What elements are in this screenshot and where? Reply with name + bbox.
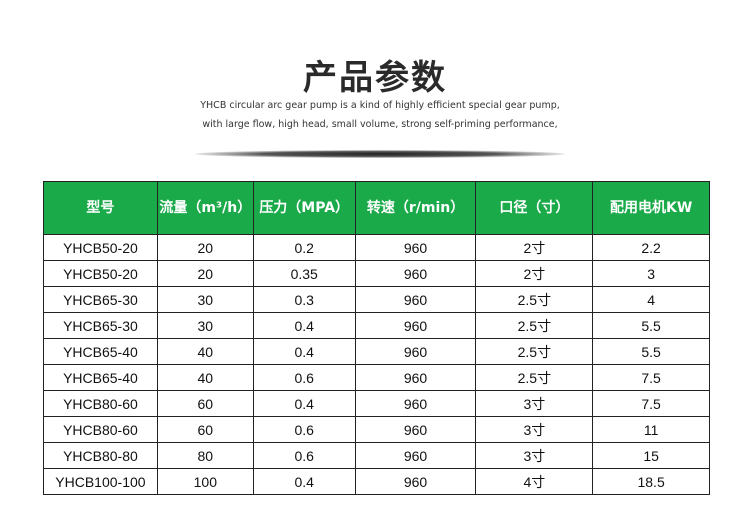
table-cell: 60 (156, 390, 254, 417)
table-cell: 3寸 (475, 442, 594, 469)
table-cell: 0.2 (252, 234, 356, 261)
table-cell: 0.6 (252, 364, 356, 391)
description: YHCB circular arc gear pump is a kind of… (200, 100, 560, 130)
column-header: 口径（寸） (475, 181, 594, 235)
table-row: YHCB80-60 60 0.6 960 3寸 11 (43, 416, 710, 443)
table-cell: 960 (354, 390, 477, 417)
table-cell: 20 (156, 260, 254, 287)
table-cell: YHCB50-20 (43, 260, 158, 287)
table-cell: YHCB65-40 (43, 338, 158, 365)
column-header: 流量（m³/h） (156, 181, 254, 235)
table-cell: 960 (354, 364, 477, 391)
table-cell: YHCB65-40 (43, 364, 158, 391)
table-cell: 3 (592, 260, 710, 287)
column-header: 压力（MPA） (252, 181, 356, 235)
column-header: 转速（r/min） (354, 181, 477, 235)
table-cell: 2.5寸 (475, 338, 594, 365)
table-row: YHCB50-20 20 0.2 960 2寸 2.2 (43, 234, 710, 261)
table-cell: 2寸 (475, 260, 594, 287)
table-cell: 40 (156, 338, 254, 365)
table-row: YHCB65-40 40 0.4 960 2.5寸 5.5 (43, 338, 710, 365)
table-cell: 2.5寸 (475, 312, 594, 339)
table-cell: 30 (156, 312, 254, 339)
table-row: YHCB65-40 40 0.6 960 2.5寸 7.5 (43, 364, 710, 391)
column-header: 配用电机KW (592, 181, 710, 235)
spec-table: 型号 流量（m³/h） 压力（MPA） 转速（r/min） 口径（寸） 配用电机KW YH… (43, 181, 710, 495)
table-cell: 0.4 (252, 468, 356, 495)
table-cell: 0.35 (252, 260, 356, 287)
table-cell: 18.5 (592, 468, 710, 495)
table-cell: YHCB65-30 (43, 312, 158, 339)
table-cell: 0.3 (252, 286, 356, 313)
table-cell: 7.5 (592, 390, 710, 417)
table-cell: 4 (592, 286, 710, 313)
table-cell: 5.5 (592, 312, 710, 339)
divider-shadow (195, 150, 565, 158)
table-cell: 40 (156, 364, 254, 391)
table-cell: 960 (354, 416, 477, 443)
table-cell: YHCB50-20 (43, 234, 158, 261)
table-row: YHCB100-100 100 0.4 960 4寸 18.5 (43, 468, 710, 495)
table-row: YHCB65-30 30 0.4 960 2.5寸 5.5 (43, 312, 710, 339)
table-row: YHCB65-30 30 0.3 960 2.5寸 4 (43, 286, 710, 313)
table-cell: YHCB100-100 (43, 468, 158, 495)
table-cell: 3寸 (475, 416, 594, 443)
table-cell: 2.2 (592, 234, 710, 261)
table-cell: 2寸 (475, 234, 594, 261)
table-cell: 0.4 (252, 390, 356, 417)
table-cell: 2.5寸 (475, 286, 594, 313)
table-cell: 960 (354, 442, 477, 469)
table-cell: 80 (156, 442, 254, 469)
table-cell: YHCB65-30 (43, 286, 158, 313)
table-cell: 960 (354, 468, 477, 495)
table-cell: 0.4 (252, 312, 356, 339)
table-cell: 20 (156, 234, 254, 261)
table-cell: 7.5 (592, 364, 710, 391)
page-title: 产品参数 (303, 58, 447, 98)
table-row: YHCB80-60 60 0.4 960 3寸 7.5 (43, 390, 710, 417)
table-cell: 11 (592, 416, 710, 443)
table-cell: 4寸 (475, 468, 594, 495)
table-cell: YHCB80-80 (43, 442, 158, 469)
table-cell: 960 (354, 260, 477, 287)
table-cell: 960 (354, 338, 477, 365)
table-cell: 960 (354, 312, 477, 339)
table-cell: 2.5寸 (475, 364, 594, 391)
table-cell: 0.4 (252, 338, 356, 365)
table-cell: 30 (156, 286, 254, 313)
table-cell: 0.6 (252, 416, 356, 443)
table-cell: 960 (354, 286, 477, 313)
table-cell: 60 (156, 416, 254, 443)
table-row: YHCB80-80 80 0.6 960 3寸 15 (43, 442, 710, 469)
table-row: YHCB50-20 20 0.35 960 2寸 3 (43, 260, 710, 287)
table-cell: 960 (354, 234, 477, 261)
table-cell: 100 (156, 468, 254, 495)
table-cell: 15 (592, 442, 710, 469)
table-cell: YHCB80-60 (43, 390, 158, 417)
table-cell: 5.5 (592, 338, 710, 365)
column-header: 型号 (43, 181, 158, 235)
table-cell: 0.6 (252, 442, 356, 469)
table-cell: YHCB80-60 (43, 416, 158, 443)
table-cell: 3寸 (475, 390, 594, 417)
